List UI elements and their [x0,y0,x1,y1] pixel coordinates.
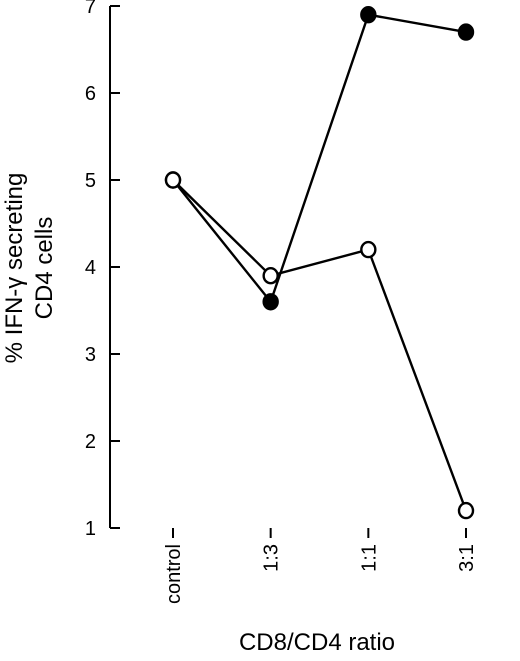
series-layer [164,5,475,520]
y-axis-title-line-2: CD4 cells [31,217,58,320]
filled-point-3:1 [457,23,475,41]
open-point-control [164,171,182,189]
filled-point-1:3 [262,293,279,311]
x-tick-label: 1:1 [358,544,380,572]
axes: 1 2 3 4 5 6 7 control 1:3 1:1 3:1 [85,0,478,604]
open-point-1:1 [360,240,377,259]
y-tick-label: 5 [85,170,96,192]
y-tick-label: 1 [85,518,96,540]
filled-point-1:1 [360,5,377,24]
x-axis-title: CD8/CD4 ratio [239,629,395,656]
y-tick-label: 3 [85,344,96,366]
y-tick-label: 4 [85,257,96,279]
open-point-1:3 [262,267,279,285]
series-2-line [172,179,468,512]
x-tick-label: 3:1 [456,544,478,572]
series-2 [164,171,475,520]
x-tick-label: 1:3 [261,544,283,572]
y-axis-title-line-1: % IFN-γ secreting [1,173,28,364]
x-axis-ticks: control 1:3 1:1 3:1 [163,528,478,604]
open-point-3:1 [457,501,475,520]
x-tick-label: control [163,544,185,604]
y-tick-label: 7 [85,0,96,18]
series-1 [164,5,475,311]
y-axis-ticks: 1 2 3 4 5 6 7 [85,0,120,540]
y-tick-label: 6 [85,83,96,105]
series-1-line [172,13,467,305]
y-tick-label: 2 [85,431,96,453]
